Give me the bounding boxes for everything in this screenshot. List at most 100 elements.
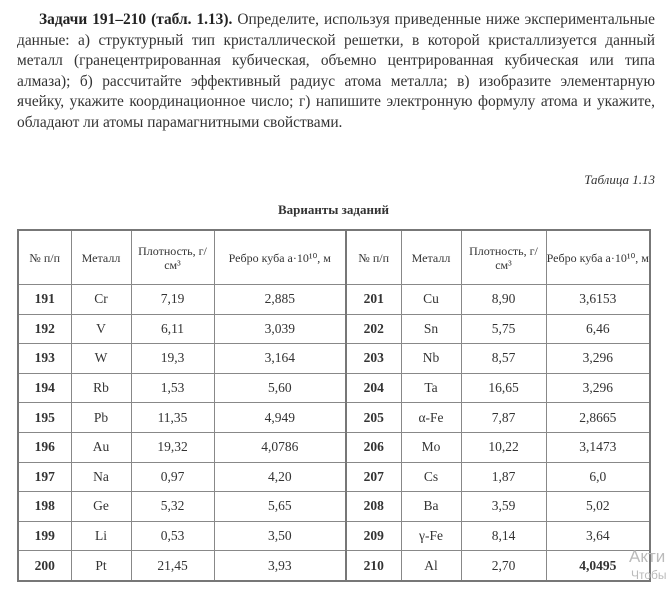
header-row: № п/п Металл Плотность, г/см³ Ребро куба a·… [17,229,651,285]
table-cell: Pt [70,550,132,582]
variant-number: 208 [345,491,402,522]
table-cell: Ge [70,491,132,522]
table-cell: 19,3 [130,343,215,374]
table-cell: 19,32 [130,431,215,463]
problem-body: Определите, используя приведенные ниже э… [17,11,655,131]
variant-number: 205 [345,402,402,433]
watermark-line1: Акти [629,547,666,566]
table-cell: Ta [400,372,462,404]
table-cell: 2,885 [213,284,347,315]
table-cell: Li [70,520,132,552]
table-cell: 21,45 [130,550,215,582]
watermark-line2: Чтобы [631,568,667,582]
table-cell: α-Fe [400,402,462,433]
table-cell: 4,20 [213,461,347,493]
table-title: Варианты заданий [278,202,389,217]
table-cell: 5,65 [213,491,347,522]
column-header: Ребро куба a·10¹⁰, м [213,229,347,285]
table-row: 198 Ge 5,32 5,65 208 Ba 3,59 5,02 [17,491,651,522]
table-cell: Cr [70,284,132,315]
table-cell: Rb [70,372,132,404]
variant-number: 196 [17,431,72,463]
table-cell: 10,22 [460,431,547,463]
table-cell: 8,90 [460,284,547,315]
table-row: 191 Cr 7,19 2,885 201 Cu 8,90 3,6153 [17,284,651,315]
problem-text: Задачи 191–210 (табл. 1.13). Определите,… [17,10,655,133]
table-cell: 2,70 [460,550,547,582]
table-cell: 1,53 [130,372,215,404]
column-header: Плотность, г/см³ [130,229,215,285]
table-cell: 3,50 [213,520,347,552]
table-cell: W [70,343,132,374]
table-cell: 7,87 [460,402,547,433]
variant-number: 195 [17,402,72,433]
table-row: 196 Au 19,32 4,0786 206 Mo 10,22 3,1473 [17,431,651,463]
table-row: 200 Pt 21,45 3,93 210 Al 2,70 4,0495 [17,550,651,582]
table-cell: Pb [70,402,132,433]
table-cell: 5,75 [460,313,547,345]
table-cell: 3,296 [545,372,651,404]
table-cell: Ba [400,491,462,522]
table-cell: 3,039 [213,313,347,345]
variant-number: 202 [345,313,402,345]
table-cell: Mo [400,431,462,463]
table-cell: 8,14 [460,520,547,552]
table-cell: 0,97 [130,461,215,493]
table-cell: 4,949 [213,402,347,433]
table-cell: 6,0 [545,461,651,493]
column-header: Ребро куба a·10¹⁰, м [545,229,651,285]
table-cell: 8,57 [460,343,547,374]
table-cell: Nb [400,343,462,374]
table-cell: 5,60 [213,372,347,404]
table-cell: 1,87 [460,461,547,493]
table-cell: V [70,313,132,345]
table-cell: 2,8665 [545,402,651,433]
table-row: 194 Rb 1,53 5,60 204 Ta 16,65 3,296 [17,372,651,404]
table-cell: γ-Fe [400,520,462,552]
table-cell: 6,46 [545,313,651,345]
column-header: Металл [70,229,132,285]
variant-number: 210 [345,550,402,582]
table-cell: 4,0495 [545,550,651,582]
variant-number: 192 [17,313,72,345]
table-row: 199 Li 0,53 3,50 209 γ-Fe 8,14 3,64 [17,520,651,552]
variant-number: 198 [17,491,72,522]
variant-number: 193 [17,343,72,374]
column-header: № п/п [17,229,72,285]
variants-table: № п/п Металл Плотность, г/см³ Ребро куба a·… [17,229,651,582]
column-header: Металл [400,229,462,285]
column-header: № п/п [345,229,402,285]
table-cell: 3,1473 [545,431,651,463]
table-cell: 16,65 [460,372,547,404]
table-cell: 3,59 [460,491,547,522]
variant-number: 199 [17,520,72,552]
table-cell: Al [400,550,462,582]
table-cell: 3,296 [545,343,651,374]
variant-number: 204 [345,372,402,404]
variant-number: 203 [345,343,402,374]
table-number: Таблица 1.13 [584,172,655,187]
variant-number: 197 [17,461,72,493]
variant-number: 201 [345,284,402,315]
table-cell: 3,6153 [545,284,651,315]
variant-number: 207 [345,461,402,493]
variant-number: 206 [345,431,402,463]
problem-heading: Задачи 191–210 (табл. 1.13). [39,11,233,28]
table-cell: 5,32 [130,491,215,522]
table-row: 195 Pb 11,35 4,949 205 α-Fe 7,87 2,8665 [17,402,651,433]
variant-number: 194 [17,372,72,404]
table-cell: 11,35 [130,402,215,433]
table-row: 193 W 19,3 3,164 203 Nb 8,57 3,296 [17,343,651,374]
table-cell: 4,0786 [213,431,347,463]
table-cell: 7,19 [130,284,215,315]
table-cell: Sn [400,313,462,345]
table-cell: 6,11 [130,313,215,345]
table-cell: 3,64 [545,520,651,552]
table-row: 192 V 6,11 3,039 202 Sn 5,75 6,46 [17,313,651,345]
table-cell: 3,93 [213,550,347,582]
variant-number: 209 [345,520,402,552]
table-cell: 5,02 [545,491,651,522]
table-cell: Cu [400,284,462,315]
table-cell: Cs [400,461,462,493]
table-cell: 0,53 [130,520,215,552]
